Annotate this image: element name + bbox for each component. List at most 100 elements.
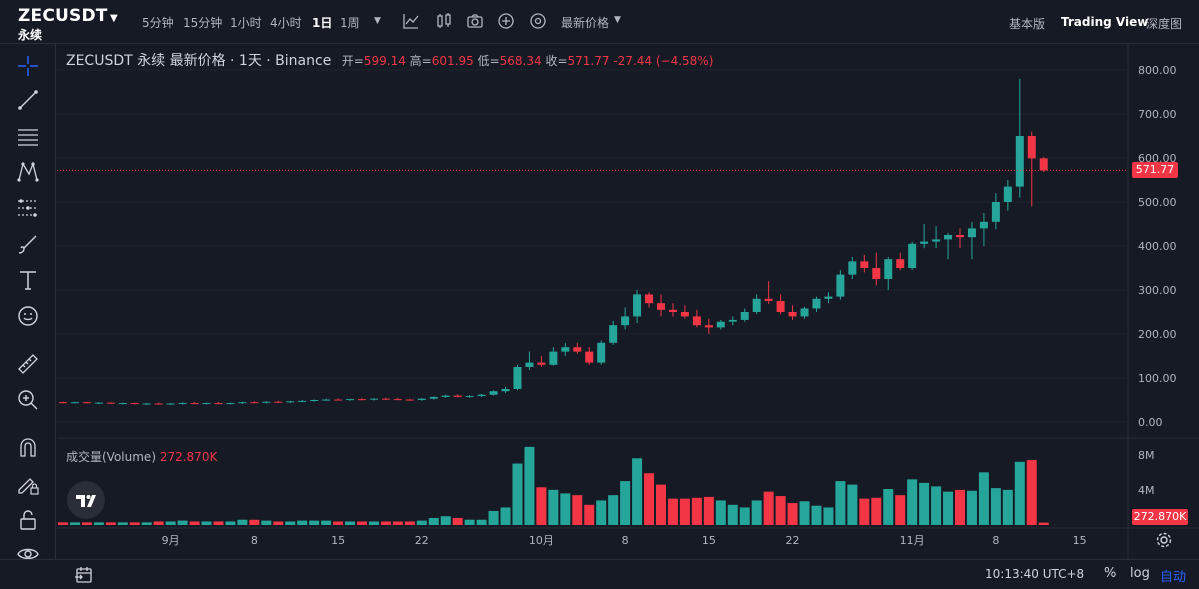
candle-body xyxy=(657,303,665,310)
timeframe-4h[interactable]: 4小时 xyxy=(270,16,302,30)
chevron-down-icon[interactable]: ▼ xyxy=(614,15,621,25)
timeframe-1d[interactable]: 1日 xyxy=(312,16,333,30)
volume-bar xyxy=(883,489,894,525)
auto-toggle[interactable]: 自动 xyxy=(1160,570,1187,585)
candle-body xyxy=(1003,186,1012,202)
volume-bar xyxy=(69,522,80,525)
text-icon[interactable] xyxy=(16,268,40,292)
candle-body xyxy=(884,259,893,279)
volume-bar xyxy=(763,491,774,525)
candle-body xyxy=(369,398,378,400)
time-axis: 9月 8 15 22 10月 8 15 22 11月 8 15 xyxy=(162,534,1087,547)
volume-bar xyxy=(177,520,188,525)
volume-bar xyxy=(428,517,439,525)
candle-body xyxy=(262,401,271,403)
volume-bar xyxy=(476,519,487,525)
candle-body xyxy=(633,294,642,317)
volume-bar xyxy=(261,520,272,525)
symbol-dropdown-icon[interactable]: ▼ xyxy=(110,13,118,24)
zoom-icon[interactable] xyxy=(16,388,40,412)
drawing-toolbar xyxy=(0,44,56,560)
volume-bar xyxy=(823,507,834,525)
candle-body xyxy=(465,396,474,398)
volume-bar xyxy=(596,500,607,525)
price-chart[interactable]: 800.00 700.00 600.00 500.00 400.00 300.00 200.… xyxy=(0,0,1199,559)
plus-icon[interactable] xyxy=(497,12,515,30)
volume-tick-label: 4M xyxy=(1138,484,1155,497)
candle-body xyxy=(728,319,737,322)
volume-bar xyxy=(871,497,882,525)
log-toggle[interactable]: log xyxy=(1130,566,1150,581)
candle-body xyxy=(190,403,199,405)
candle-body xyxy=(334,399,343,401)
volume-bar xyxy=(512,463,523,525)
eye-icon[interactable] xyxy=(16,542,40,566)
ruler-icon[interactable] xyxy=(16,352,40,376)
candle-body xyxy=(513,367,522,389)
emoji-icon[interactable] xyxy=(16,304,40,328)
candle-body xyxy=(274,401,283,403)
tradingview-logo[interactable] xyxy=(67,481,105,519)
candle-body xyxy=(501,389,510,392)
timeframe-1h[interactable]: 1小时 xyxy=(230,16,262,30)
volume-bar xyxy=(58,522,68,525)
price-tick-label: 800.00 xyxy=(1138,64,1177,77)
candle-body xyxy=(346,399,355,401)
camera-icon[interactable] xyxy=(466,12,484,30)
timeframe-15m[interactable]: 15分钟 xyxy=(183,16,223,30)
volume-bar xyxy=(608,495,619,525)
tab-basic[interactable]: 基本版 xyxy=(1009,17,1046,31)
volume-bar xyxy=(799,501,810,525)
candle-body xyxy=(920,241,929,244)
lock-draw-icon[interactable] xyxy=(16,472,40,496)
volume-bar xyxy=(249,519,260,525)
clock[interactable]: 10:13:40 UTC+8 xyxy=(985,567,1085,581)
crosshair-icon[interactable] xyxy=(16,54,40,78)
fib-icon[interactable] xyxy=(16,124,40,148)
timeframe-5m[interactable]: 5分钟 xyxy=(142,16,174,30)
percent-toggle[interactable]: % xyxy=(1104,566,1117,581)
price-tick-label: 400.00 xyxy=(1138,240,1177,253)
price-tick-label: 500.00 xyxy=(1138,196,1177,209)
candle-body xyxy=(393,399,402,401)
candle-body xyxy=(477,394,486,397)
volume-bar xyxy=(715,500,726,525)
volume-bar xyxy=(368,521,379,525)
tradingview-logo-icon xyxy=(76,495,96,507)
tab-depth[interactable]: 深度图 xyxy=(1146,17,1183,31)
time-tick-label: 8 xyxy=(251,534,258,547)
timeframe-1w[interactable]: 1周 xyxy=(340,16,360,30)
volume-bar xyxy=(632,458,643,525)
volume-bar xyxy=(943,491,954,525)
symbol-name[interactable]: ZECUSDT xyxy=(18,6,108,26)
tab-trading-view[interactable]: Trading View xyxy=(1061,15,1149,29)
volume-tick-label: 8M xyxy=(1138,449,1155,462)
date-range-icon[interactable] xyxy=(74,565,94,585)
legend-open-label: 开= xyxy=(341,54,364,68)
brush-icon[interactable] xyxy=(16,232,40,256)
timeframe-more-icon[interactable]: ▼ xyxy=(374,16,381,26)
price-axis: 800.00 700.00 600.00 500.00 400.00 300.00 200.… xyxy=(1138,64,1177,429)
candle-body xyxy=(358,399,366,401)
magnet-icon[interactable] xyxy=(16,436,40,460)
volume-bar xyxy=(775,496,786,525)
candle-body xyxy=(561,347,570,352)
trend-line-icon[interactable] xyxy=(16,88,40,112)
lock-icon[interactable] xyxy=(16,508,40,532)
price-type-select[interactable]: 最新价格 xyxy=(561,16,610,30)
time-tick-label: 11月 xyxy=(900,534,925,547)
volume-bar xyxy=(919,482,930,525)
replay-icon[interactable] xyxy=(529,12,547,30)
settings-icon[interactable] xyxy=(1155,531,1173,549)
candle-body xyxy=(405,399,414,401)
candle-body xyxy=(668,309,677,312)
candle-body xyxy=(824,296,833,299)
volume-bar xyxy=(105,522,116,525)
forecast-icon[interactable] xyxy=(16,196,40,220)
candle-body xyxy=(525,362,534,367)
volume-bar xyxy=(727,504,738,525)
price-tick-label: 0.00 xyxy=(1138,416,1163,429)
pattern-icon[interactable] xyxy=(16,160,40,184)
template-icon[interactable] xyxy=(435,12,453,30)
indicator-icon[interactable] xyxy=(402,12,420,30)
